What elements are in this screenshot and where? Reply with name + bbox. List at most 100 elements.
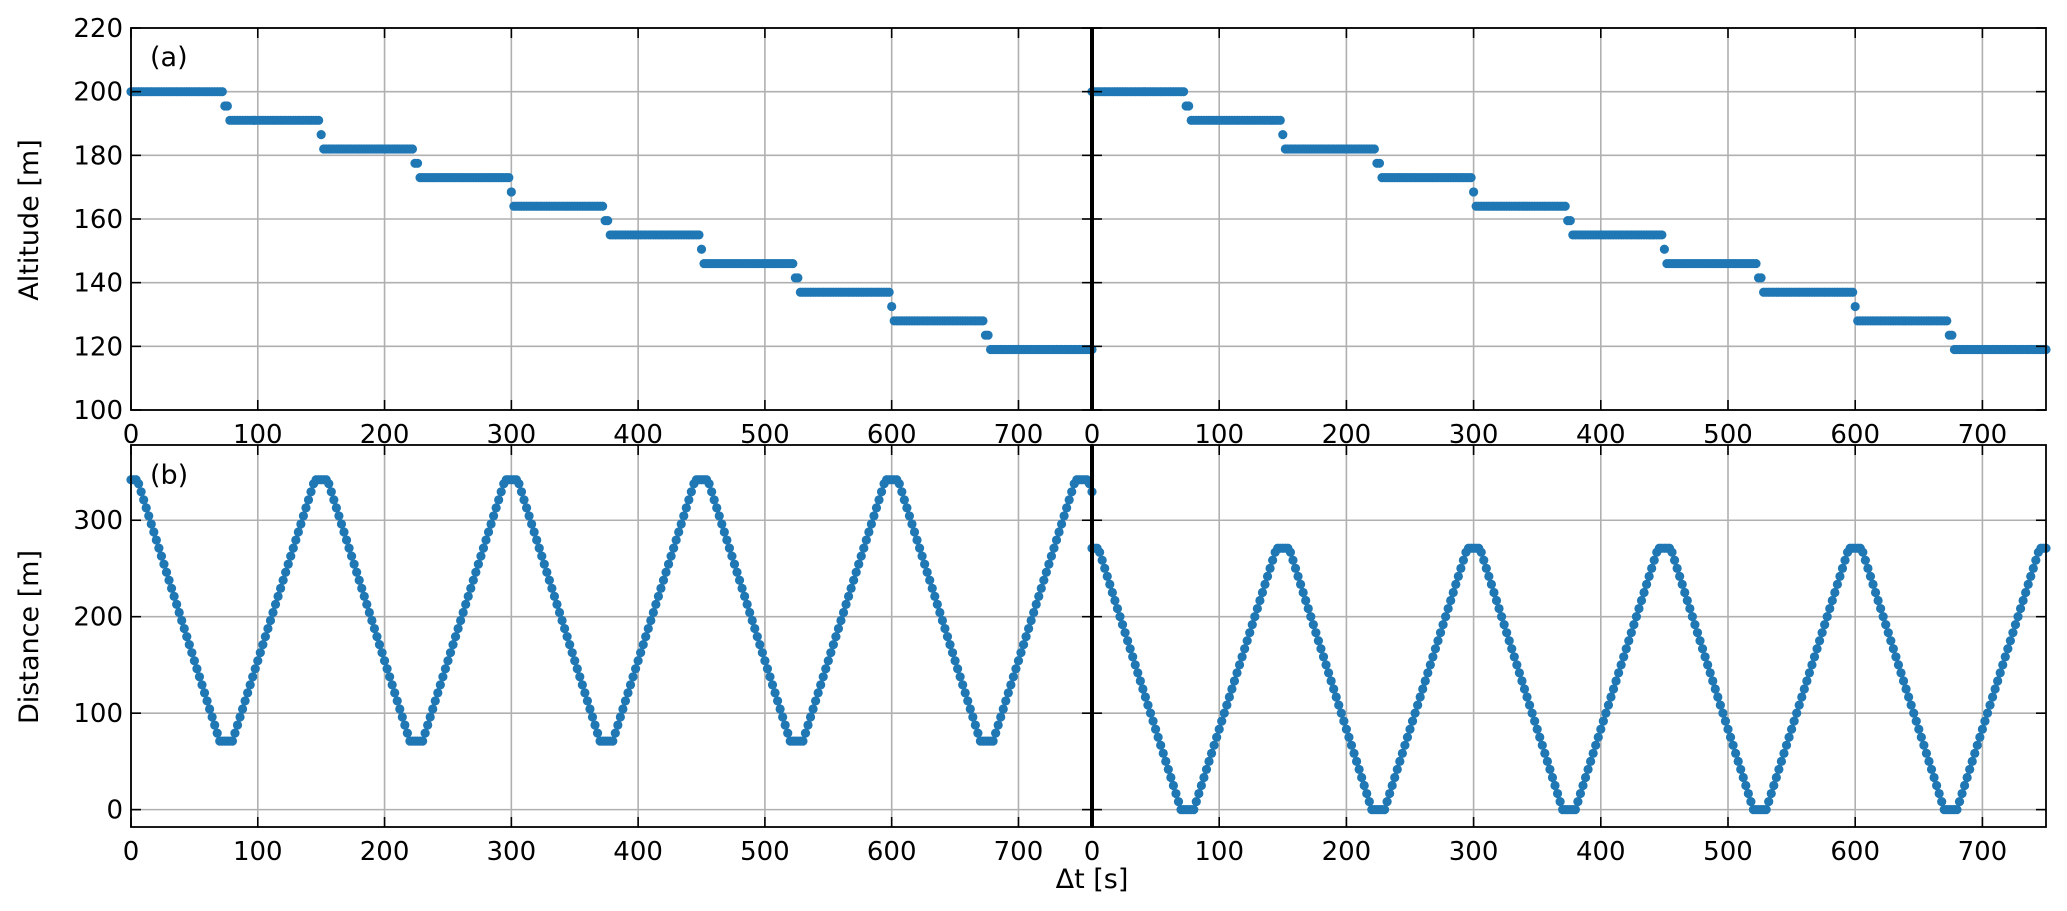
data-point-b-right-58	[1234, 660, 1245, 670]
data-layer	[126, 87, 2051, 815]
data-point-b-right-145	[1456, 563, 1466, 573]
data-point-b-left-341	[991, 728, 1001, 738]
data-point-b-right-310	[1876, 603, 1886, 614]
data-point-b-left-98	[374, 640, 385, 650]
data-point-b-left-127	[448, 640, 458, 650]
data-point-b-left-177	[575, 672, 585, 682]
data-point-b-left-136	[471, 567, 481, 577]
data-point-b-left-128	[450, 631, 461, 642]
data-point-b-right-68	[1260, 579, 1270, 590]
data-point-b-left-104	[390, 688, 400, 698]
data-point-b-right-195	[1583, 764, 1593, 775]
data-point-b-left-159	[529, 527, 539, 537]
data-point-b-right-61	[1242, 636, 1252, 646]
data-point-b-left-42	[232, 720, 243, 730]
data-point-b-left-107	[397, 712, 407, 722]
data-point-b-right-328	[1921, 748, 1932, 758]
data-point-b-right-173	[1527, 708, 1537, 718]
data-point-b-left-305	[899, 495, 909, 505]
data-point-b-left-197	[625, 680, 636, 690]
data-point-b-right-311	[1878, 611, 1888, 622]
data-point-b-right-177	[1537, 740, 1547, 750]
data-point-b-right-59	[1237, 652, 1247, 662]
data-point-b-right-128	[1413, 700, 1423, 710]
data-point-b-left-49	[250, 664, 260, 674]
data-point-b-right-63	[1247, 620, 1257, 630]
data-point-b-right-29	[1161, 756, 1171, 766]
xtick-label-b-right-700: 700	[1958, 837, 2008, 867]
panel-label-b: (b)	[150, 460, 188, 491]
data-point-b-right-270	[1774, 764, 1784, 775]
data-point-b-left-198	[628, 672, 638, 682]
data-point-b-left-91	[357, 583, 367, 593]
data-point-b-right-367	[2021, 587, 2031, 598]
data-point-b-left-178	[577, 680, 587, 690]
data-point-b-right-138	[1438, 620, 1448, 630]
data-point-b-right-69	[1262, 571, 1273, 581]
data-point-a-left-299	[884, 287, 894, 297]
data-point-b-left-271	[813, 688, 823, 698]
data-point-b-left-48	[248, 672, 258, 682]
data-point-b-right-370	[2028, 563, 2038, 573]
data-point-b-right-51	[1217, 716, 1227, 726]
data-point-b-right-89	[1313, 636, 1324, 646]
data-point-b-left-326	[953, 664, 963, 674]
data-point-b-right-96	[1331, 692, 1341, 702]
data-point-b-right-275	[1787, 724, 1797, 734]
data-point-b-left-47	[245, 680, 255, 690]
data-point-b-right-288	[1820, 620, 1830, 630]
data-point-b-right-85	[1303, 603, 1313, 614]
data-point-b-left-27	[194, 672, 205, 682]
data-point-b-left-81	[331, 503, 341, 513]
data-point-b-left-157	[524, 511, 534, 521]
data-point-b-right-368	[2023, 579, 2033, 590]
data-point-b-left-287	[854, 559, 864, 569]
data-point-b-left-313	[920, 559, 930, 569]
data-point-b-left-347	[1006, 680, 1016, 690]
data-point-b-right-165	[1507, 644, 1517, 654]
data-point-b-left-282	[841, 599, 851, 610]
data-point-b-left-103	[387, 680, 397, 690]
data-point-b-left-22	[182, 631, 192, 642]
data-point-b-right-322	[1906, 700, 1916, 710]
data-point-b-right-136	[1433, 636, 1443, 646]
data-point-b-right-146	[1458, 555, 1469, 565]
data-point-b-left-346	[1003, 688, 1013, 698]
data-point-b-right-28	[1158, 748, 1168, 758]
data-point-b-left-343	[996, 712, 1006, 722]
data-point-b-right-331	[1929, 772, 1939, 783]
data-point-b-right-70	[1265, 563, 1275, 573]
data-point-a-left-224	[694, 230, 704, 240]
data-point-b-right-6	[1102, 571, 1112, 581]
data-point-b-left-329	[960, 688, 970, 698]
data-point-b-right-46	[1204, 756, 1214, 766]
data-point-b-left-40	[227, 736, 238, 746]
data-point-b-left-109	[402, 728, 412, 738]
data-point-b-right-359	[2000, 652, 2010, 662]
data-point-b-right-314	[1886, 636, 1896, 646]
data-point-b-right-120	[1392, 764, 1402, 775]
data-point-b-left-270	[811, 696, 821, 706]
data-point-b-left-169	[554, 607, 565, 618]
data-point-b-left-99	[377, 648, 387, 658]
data-point-b-left-146	[496, 487, 506, 497]
data-point-b-left-55	[265, 615, 276, 626]
data-point-b-right-115	[1379, 805, 1390, 815]
data-point-b-right-349	[1975, 732, 1985, 742]
data-point-b-right-3	[1095, 547, 1105, 557]
ytick-label-b-100: 100	[73, 699, 123, 729]
data-point-b-right-47	[1206, 748, 1217, 758]
data-point-b-left-214	[669, 543, 679, 553]
data-point-b-left-254	[770, 688, 780, 698]
data-point-b-right-13	[1120, 628, 1130, 638]
data-point-b-left-57	[270, 599, 281, 610]
data-point-b-left-195	[620, 696, 631, 706]
data-point-b-right-216	[1636, 595, 1647, 606]
data-point-b-right-319	[1898, 676, 1909, 686]
data-point-b-right-174	[1530, 716, 1540, 726]
data-point-b-left-253	[767, 680, 778, 690]
data-point-b-left-306	[902, 503, 912, 513]
data-point-b-right-108	[1362, 788, 1372, 799]
data-point-b-left-121	[433, 688, 443, 698]
data-point-b-left-5	[139, 495, 149, 505]
